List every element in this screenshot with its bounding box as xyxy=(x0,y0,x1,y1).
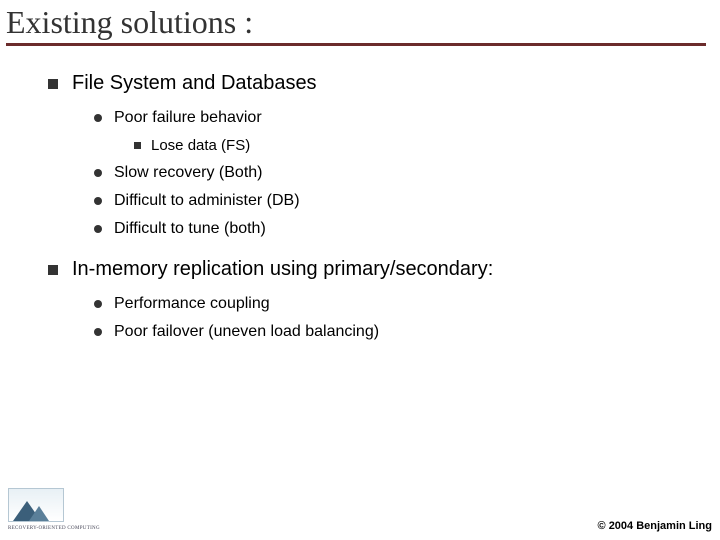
bullet-lvl2: Performance coupling xyxy=(94,295,690,313)
square-bullet-icon xyxy=(134,142,141,149)
circle-bullet-icon xyxy=(94,300,102,308)
lvl2-text: Performance coupling xyxy=(114,295,270,313)
circle-bullet-icon xyxy=(94,328,102,336)
bullet-lvl1: In-memory replication using primary/seco… xyxy=(48,258,690,281)
slide-body: File System and Databases Poor failure b… xyxy=(0,46,720,341)
slide-title: Existing solutions : xyxy=(6,4,706,46)
logo-caption: RECOVERY-ORIENTED COMPUTING xyxy=(8,526,100,531)
circle-bullet-icon xyxy=(94,225,102,233)
bullet-lvl2: Poor failover (uneven load balancing) xyxy=(94,323,690,341)
lvl1-text: File System and Databases xyxy=(72,72,317,95)
circle-bullet-icon xyxy=(94,197,102,205)
square-bullet-icon xyxy=(48,265,58,275)
bullet-lvl2: Slow recovery (Both) xyxy=(94,164,690,182)
mountain-icon xyxy=(29,506,49,521)
lvl2-text: Poor failure behavior xyxy=(114,109,262,127)
bullet-lvl2: Difficult to administer (DB) xyxy=(94,192,690,210)
lvl2-text: Difficult to administer (DB) xyxy=(114,192,300,210)
square-bullet-icon xyxy=(48,79,58,89)
lvl2-text: Difficult to tune (both) xyxy=(114,220,266,238)
bullet-lvl1: File System and Databases xyxy=(48,72,690,95)
copyright-footer: © 2004 Benjamin Ling xyxy=(598,520,712,532)
lvl1-text: In-memory replication using primary/seco… xyxy=(72,258,493,281)
bullet-lvl2: Difficult to tune (both) xyxy=(94,220,690,238)
lvl2-text: Poor failover (uneven load balancing) xyxy=(114,323,379,341)
circle-bullet-icon xyxy=(94,169,102,177)
logo: RECOVERY-ORIENTED COMPUTING xyxy=(8,488,98,530)
bullet-lvl3: Lose data (FS) xyxy=(134,137,690,154)
circle-bullet-icon xyxy=(94,114,102,122)
lvl3-text: Lose data (FS) xyxy=(151,137,250,154)
lvl2-text: Slow recovery (Both) xyxy=(114,164,263,182)
bullet-lvl2: Poor failure behavior xyxy=(94,109,690,127)
